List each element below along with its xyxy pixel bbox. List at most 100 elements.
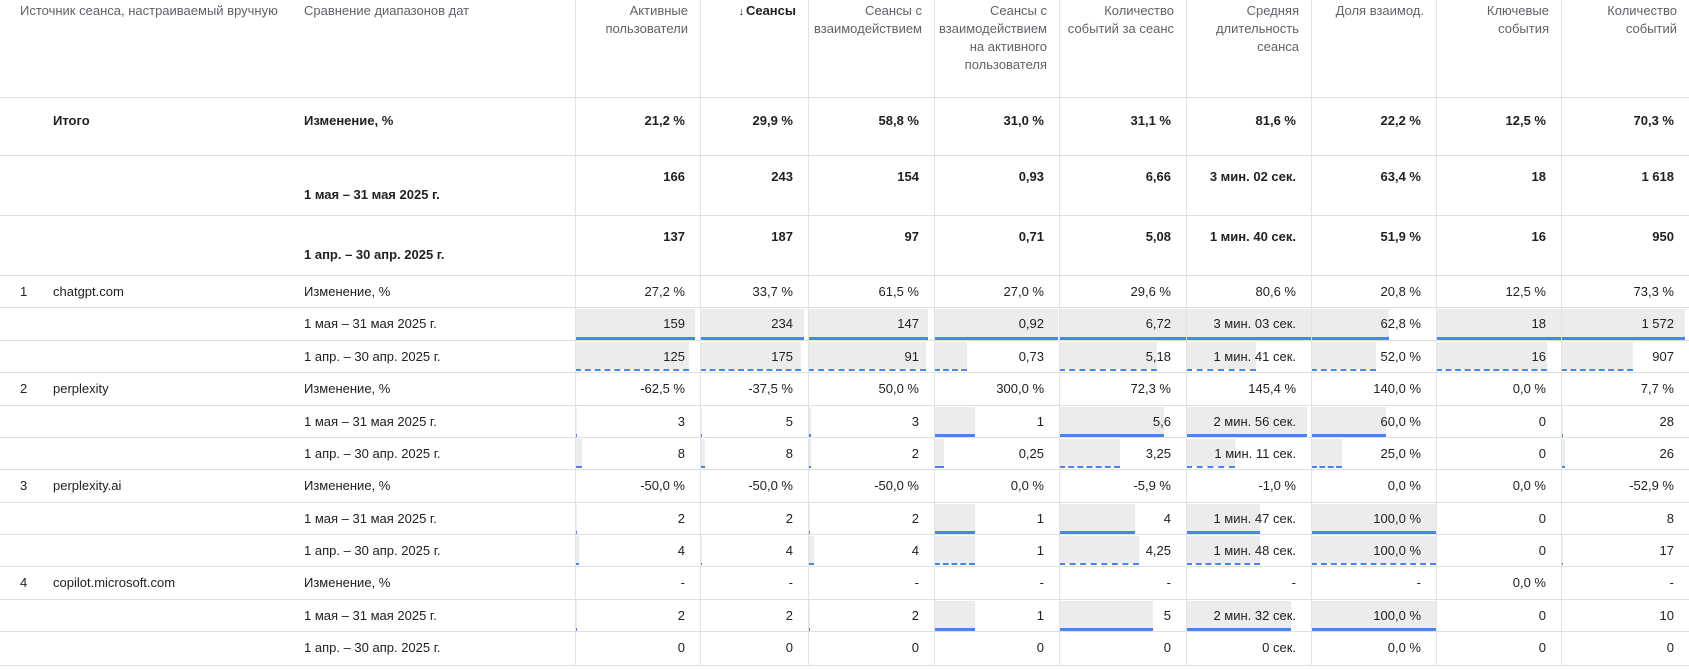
column-header[interactable]: Количество событий — [1607, 3, 1677, 36]
data-bar — [808, 439, 811, 466]
metric-value: 4 — [1163, 511, 1171, 526]
totals-label: Итого — [53, 113, 90, 128]
previous-period-line — [1186, 369, 1256, 371]
metric-value: 0,0 % — [1387, 478, 1421, 493]
metric-value: 16 — [1531, 349, 1546, 364]
row-divider — [0, 275, 1689, 276]
data-bar — [1059, 536, 1139, 563]
data-bar — [808, 342, 926, 369]
column-header[interactable]: Доля взаимод. — [1335, 3, 1424, 18]
current-period-line — [934, 434, 975, 437]
metric-value: 4 — [677, 543, 685, 558]
metric-value: 187 — [771, 229, 793, 244]
current-period-line — [1059, 337, 1186, 340]
metric-value: 70,3 % — [1633, 113, 1674, 128]
current-period-line — [1436, 337, 1561, 340]
current-period-line — [575, 531, 577, 534]
column-header[interactable]: Сеансы с взаимодействием на активного по… — [939, 3, 1047, 72]
metric-value: -1,0 % — [1258, 478, 1296, 493]
row-divider — [0, 155, 1689, 156]
source-name[interactable]: perplexity.ai — [53, 478, 122, 493]
current-period-line — [808, 531, 810, 534]
metric-value: 58,8 % — [878, 113, 919, 128]
data-bar — [1186, 536, 1260, 563]
metric-value: 907 — [1652, 349, 1674, 364]
metric-value: 1 — [1036, 414, 1044, 429]
sort-desc-arrow-icon[interactable]: ↓ — [738, 6, 744, 18]
metric-value: 6,72 — [1145, 316, 1171, 331]
column-header[interactable]: Активные пользователи — [605, 3, 688, 36]
previous-period-line — [1561, 466, 1565, 468]
column-header[interactable]: Ключевые события — [1486, 3, 1549, 36]
data-bar — [575, 536, 579, 563]
metric-value: 17 — [1659, 543, 1674, 558]
column-header[interactable]: Средняя длительность сеанса — [1215, 3, 1299, 54]
metric-value: 4 — [785, 543, 793, 558]
column-header[interactable]: ↓ Сеансы — [704, 2, 796, 21]
column-header[interactable]: Сеансы с взаимодействием — [814, 3, 922, 36]
current-period-line — [1561, 434, 1563, 437]
previous-period-line — [934, 466, 944, 468]
metric-value: 12,5 % — [1505, 113, 1546, 128]
period-label: 1 мая – 31 мая 2025 г. — [304, 187, 440, 202]
metric-value: -37,5 % — [748, 381, 793, 396]
metric-value: 4,25 — [1145, 543, 1171, 558]
previous-period-line — [575, 466, 582, 468]
metric-value: 2 мин. 32 сек. — [1213, 608, 1296, 623]
current-period-line — [575, 628, 577, 631]
data-bar — [1561, 309, 1685, 337]
metric-value: 5,6 — [1152, 414, 1171, 429]
row-divider — [0, 534, 1689, 535]
data-bar — [934, 439, 944, 466]
metric-value: 0,71 — [1018, 229, 1044, 244]
period-label: 1 апр. – 30 апр. 2025 г. — [304, 543, 441, 558]
data-bar — [700, 342, 801, 369]
data-bar — [808, 309, 928, 337]
previous-period-line — [1186, 466, 1235, 468]
metric-value: 8 — [677, 446, 685, 461]
metric-value: 0 — [1538, 446, 1546, 461]
row-index: 3 — [20, 478, 28, 493]
previous-period-line — [575, 563, 579, 565]
metric-value: 50,0 % — [878, 381, 919, 396]
row-divider — [0, 372, 1689, 373]
data-bar — [1059, 407, 1164, 434]
source-name[interactable]: chatgpt.com — [53, 284, 124, 299]
metric-value: 12,5 % — [1505, 284, 1546, 299]
metric-value: 243 — [771, 169, 793, 184]
source-name[interactable]: perplexity — [53, 381, 109, 396]
metric-value: 2 — [785, 608, 793, 623]
metric-value: 125 — [663, 349, 685, 364]
metric-value: 2 — [677, 511, 685, 526]
data-bar — [575, 439, 582, 466]
column-header[interactable]: Сравнение диапазонов дат — [304, 3, 470, 18]
column-header[interactable]: Источник сеанса, настраиваемый вручную — [20, 3, 278, 18]
metric-value: 63,4 % — [1380, 169, 1421, 184]
metric-value: 0,92 — [1018, 316, 1044, 331]
column-divider — [700, 0, 701, 665]
previous-period-line — [808, 369, 926, 371]
metric-value: 1 — [1036, 543, 1044, 558]
metric-value: 2 — [911, 608, 919, 623]
metric-value: 0 — [1538, 543, 1546, 558]
metric-value: 145,4 % — [1248, 381, 1296, 396]
metric-value: 5,18 — [1145, 349, 1171, 364]
metric-value: 29,6 % — [1130, 284, 1171, 299]
current-period-line — [808, 337, 928, 340]
metric-value: 3 — [911, 414, 919, 429]
metric-value: 81,6 % — [1255, 113, 1296, 128]
column-header[interactable]: Количество событий за сеанс — [1067, 3, 1174, 36]
data-bar — [1436, 309, 1561, 337]
period-label: 1 апр. – 30 апр. 2025 г. — [304, 446, 441, 461]
metric-value: 5,08 — [1145, 229, 1171, 244]
data-bar — [808, 407, 811, 434]
source-name[interactable]: copilot.microsoft.com — [53, 575, 176, 590]
previous-period-line — [808, 466, 811, 468]
data-bar — [1436, 342, 1547, 369]
metric-value: 0,0 % — [1512, 381, 1546, 396]
metric-value: 2 — [785, 511, 793, 526]
row-divider — [0, 97, 1689, 98]
metric-value: 5 — [1163, 608, 1171, 623]
data-bar — [1311, 407, 1386, 434]
